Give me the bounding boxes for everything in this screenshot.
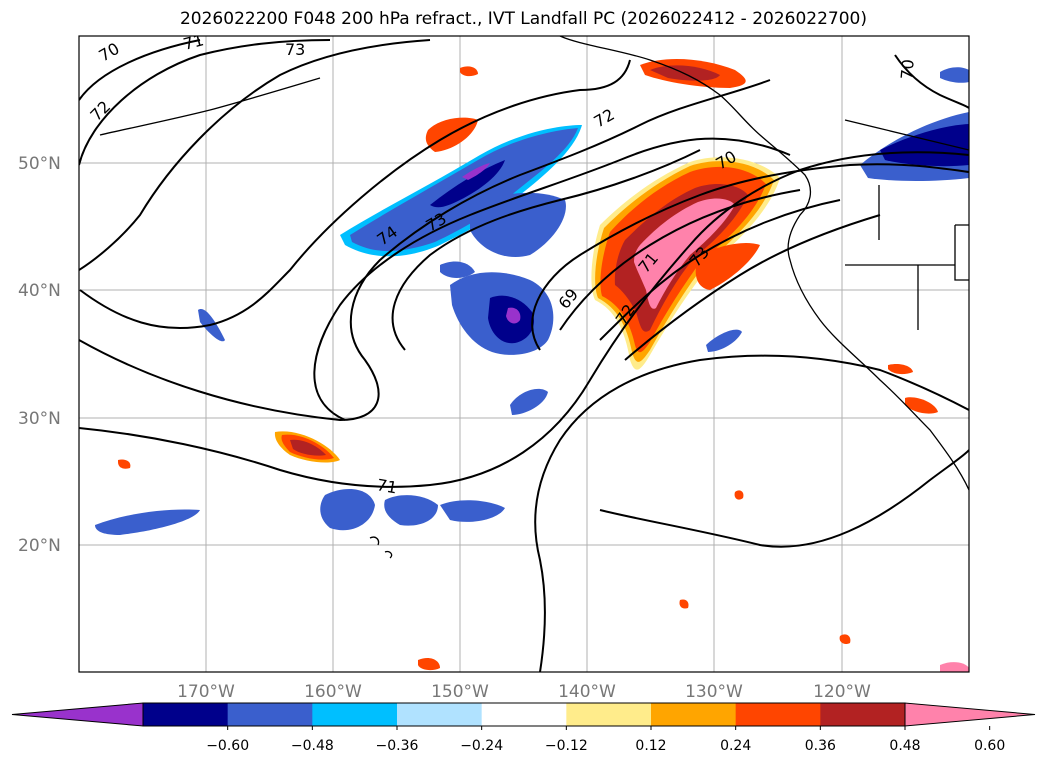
lat-label: 30°N (18, 409, 61, 429)
colorbar-segment (651, 703, 737, 726)
shade-north-1 (460, 66, 478, 77)
contour-label: 71 (375, 475, 398, 497)
colorbar-segment (566, 703, 652, 726)
shade-small-3 (706, 329, 742, 352)
lat-label: 40°N (18, 281, 61, 301)
contour-69 (559, 189, 801, 331)
shade-hawaii-west (95, 509, 200, 535)
colorbar-segment (820, 703, 906, 726)
lat-label: 50°N (18, 154, 61, 174)
shade-south-1 (418, 657, 440, 671)
shade-hawaii-b (384, 495, 438, 526)
colorbar-segment (481, 703, 567, 726)
shade-hawaii-east (440, 500, 505, 522)
colorbar-segment (227, 703, 313, 726)
coastlines (99, 36, 969, 559)
contour-71-north (79, 39, 331, 166)
contour-label: 70 (897, 58, 918, 80)
colorbar-tick-label: −0.48 (291, 738, 334, 754)
contour-73 (313, 137, 791, 421)
shade-small-2 (510, 388, 548, 415)
contour-70 (79, 39, 201, 101)
colorbar-tick-label: −0.12 (545, 738, 588, 754)
lon-label: 150°W (431, 682, 489, 702)
map-border (78, 35, 970, 673)
coastline-aleutians (99, 77, 321, 136)
colorbar-tick-label: −0.24 (460, 738, 503, 754)
map-title: 2026022200 F048 200 hPa refract., IVT La… (179, 9, 867, 29)
contour-label: 71 (181, 30, 206, 54)
colorbar-tick-label: 0.60 (974, 738, 1005, 754)
colorbar: −0.60 −0.48 −0.36 −0.24 −0.12 0.12 0.24 0.36 0.4… (11, 702, 1036, 754)
shade-coast-core (880, 124, 969, 167)
shade-cutoff-peak (506, 307, 521, 324)
shade-ne-small (940, 67, 969, 83)
shade-baja-north (888, 363, 913, 375)
shade-se-corner (940, 662, 969, 672)
shade-trough-core (430, 160, 505, 208)
lon-label: 170°W (177, 682, 235, 702)
shade-small-6 (839, 634, 851, 645)
state-borders (844, 119, 969, 330)
coastline-hawaii (369, 536, 393, 559)
lon-label: 140°W (558, 682, 616, 702)
colorbar-tick-label: −0.36 (376, 738, 419, 754)
contour-74 (391, 149, 701, 351)
contour-71-south (534, 354, 969, 672)
contour-73-south (624, 214, 881, 361)
contour-label: 73 (285, 40, 305, 59)
refractivity-contours (79, 39, 969, 672)
shade-mid (470, 192, 566, 258)
colorbar-segment (312, 703, 398, 726)
colorbar-tick-label: 0.12 (635, 738, 666, 754)
colorbar-extend-low (11, 702, 144, 727)
latitude-labels: 50°N 40°N 30°N 20°N (18, 154, 61, 556)
contour-70-southeast (599, 449, 969, 548)
lon-label: 120°W (813, 682, 871, 702)
map-area (79, 36, 969, 672)
colorbar-frame (142, 702, 906, 727)
shade-subtropic-core (290, 439, 326, 456)
colorbar-tick-label: 0.24 (720, 738, 751, 754)
lon-label: 160°W (304, 682, 362, 702)
lat-label: 20°N (18, 536, 61, 556)
shade-small-4 (440, 261, 475, 278)
coastline-north-america (559, 36, 969, 491)
contour-72-south (599, 199, 841, 341)
colorbar-segment (735, 703, 821, 726)
longitude-labels: 170°W 160°W 150°W 140°W 130°W 120°W (177, 682, 871, 702)
shade-trough-peak (462, 163, 490, 180)
shade-small-5 (734, 490, 744, 500)
shade-baja (905, 397, 938, 414)
shade-west-1 (118, 459, 131, 469)
colorbar-tick-label: 0.48 (889, 738, 920, 754)
negative-anomaly-shading (95, 112, 969, 535)
contour-72-north (79, 39, 431, 271)
colorbar-segment (143, 703, 229, 726)
lon-label: 130°W (685, 682, 743, 702)
shade-alaska-core (650, 65, 720, 81)
contour-70-northeast (894, 54, 969, 109)
colorbar-tick-label: 0.36 (805, 738, 836, 754)
colorbar-tick-label: −0.60 (206, 738, 249, 754)
colorbar-extend-high (904, 702, 1036, 727)
contour-73-north (79, 59, 631, 329)
shade-hawaii-a (320, 489, 375, 531)
contour-70-south (531, 163, 969, 351)
shade-small-7 (679, 599, 689, 609)
shade-ar-branch (695, 243, 760, 290)
contour-72-loop (79, 79, 771, 422)
colorbar-segment (397, 703, 483, 726)
